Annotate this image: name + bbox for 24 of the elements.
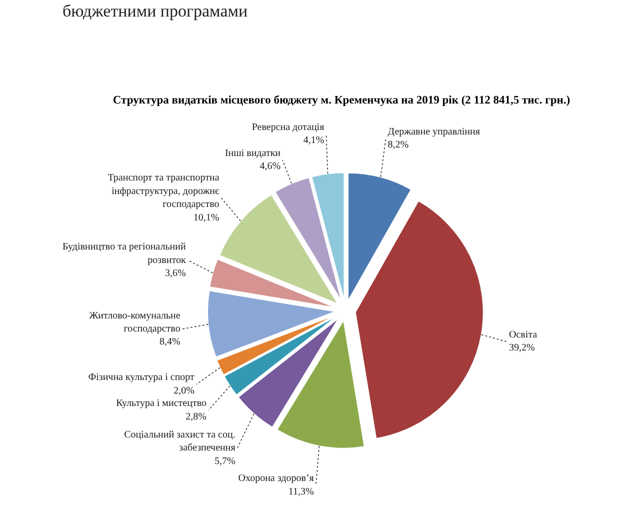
slice-label: Соціальний захист та соц. забезпечення bbox=[124, 429, 236, 454]
slice-label: Охорона здоров’я bbox=[238, 473, 314, 484]
data-label: 4,1% bbox=[303, 135, 324, 146]
slice-label: Культура і мистецтво bbox=[116, 398, 206, 410]
slice-label: Будівництво та регіональний розвиток bbox=[62, 242, 186, 266]
data-label: 11,3% bbox=[288, 486, 314, 498]
data-label: 4,6% bbox=[260, 161, 281, 172]
data-label: 39,2% bbox=[508, 342, 535, 354]
slice-label: Державне управління bbox=[388, 126, 480, 138]
data-label: 8,4% bbox=[160, 336, 180, 348]
slice-label: Освіта bbox=[508, 330, 538, 341]
chart-title: Структура видатків місцевого бюджету м. Кременчука на 2019 рік (2 112 841,5 тис. грн.) bbox=[112, 94, 570, 106]
slice-label: Житлово-комунальне господарство bbox=[89, 310, 181, 334]
slice-label: Фізична культура і спорт bbox=[88, 372, 196, 384]
slice-label: Інші видатки bbox=[224, 148, 282, 159]
slice-label: Транспорт та транспортна інфраструктура, дорожнє господарство bbox=[108, 172, 220, 210]
data-label: 10,1% bbox=[193, 212, 220, 224]
data-label: 5,7% bbox=[214, 456, 236, 467]
data-label: 2,0% bbox=[174, 385, 194, 396]
text: бюджетними програмами bbox=[62, 2, 248, 20]
data-label: 8,2% bbox=[388, 139, 409, 150]
slice-label: Реверсна дотація bbox=[252, 122, 325, 133]
data-label: 3,6% bbox=[164, 268, 186, 279]
data-label: 2,8% bbox=[186, 411, 206, 422]
